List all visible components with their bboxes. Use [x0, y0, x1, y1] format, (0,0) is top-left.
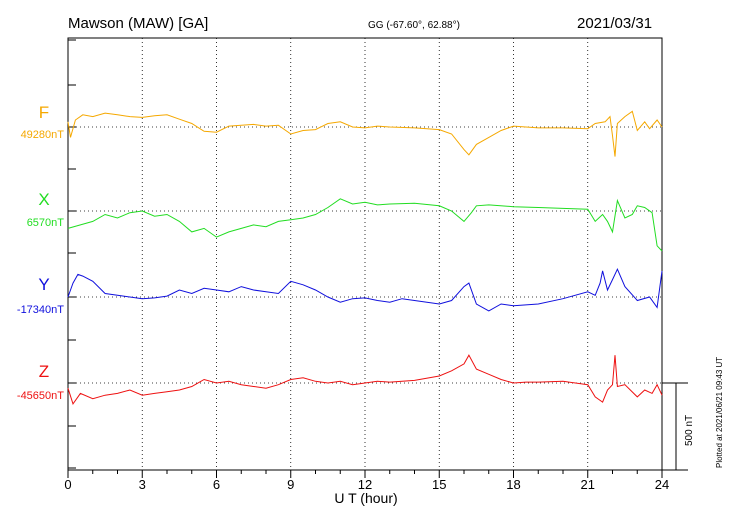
x-tick-label: 6	[213, 477, 220, 492]
x-axis: 0 3 6 9 12 15 18 21 24	[64, 470, 669, 492]
x-tick-label: 9	[287, 477, 294, 492]
trace-x	[67, 198, 663, 252]
x-tick-label: 21	[581, 477, 595, 492]
series-baseline-f: 49280nT	[21, 129, 65, 141]
scale-bar-label: 500 nT	[684, 415, 695, 446]
trace-f	[67, 110, 663, 157]
series-name-x: X	[38, 190, 49, 209]
series-baseline-y: -17340nT	[17, 304, 64, 316]
series-baseline-x: 6570nT	[27, 217, 65, 229]
grid	[68, 38, 662, 470]
x-tick-label: 12	[358, 477, 372, 492]
station-title: Mawson (MAW) [GA]	[68, 15, 208, 32]
scale-bar: 500 nT	[662, 382, 695, 471]
series-name-f: F	[39, 103, 49, 122]
series-labels: F 49280nT X 6570nT Y -17340nT Z -45650nT	[17, 103, 64, 402]
x-tick-label: 24	[655, 477, 669, 492]
station-coords: GG (-67.60°, 62.88°)	[368, 20, 460, 31]
series-name-z: Z	[39, 362, 49, 381]
x-tick-label: 18	[506, 477, 520, 492]
x-tick-label: 3	[139, 477, 146, 492]
traces	[67, 110, 663, 406]
series-name-y: Y	[38, 275, 49, 294]
plotted-note: Plotted at 2021/06/21 09:43 UT	[715, 357, 724, 468]
x-tick-label: 0	[64, 477, 71, 492]
trace-y	[67, 267, 663, 312]
date-label: 2021/03/31	[577, 15, 652, 32]
trace-z	[67, 354, 663, 406]
x-tick-label: 15	[432, 477, 446, 492]
series-baseline-z: -45650nT	[17, 390, 64, 402]
x-axis-title: U T (hour)	[334, 490, 397, 506]
